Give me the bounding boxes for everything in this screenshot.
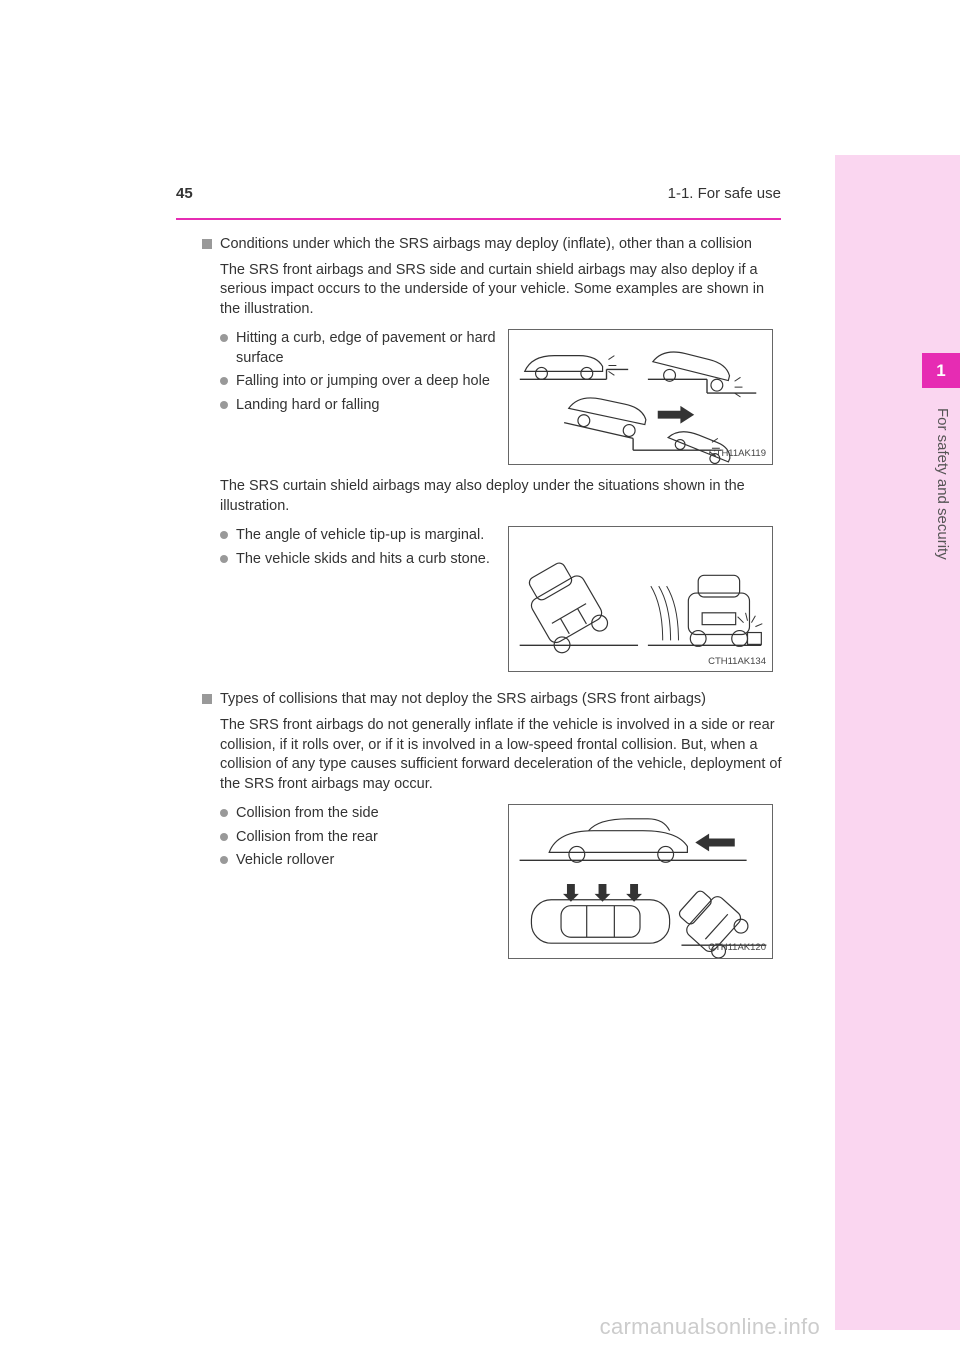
- list-item: Landing hard or falling: [220, 396, 498, 416]
- list-item: Collision from the side: [220, 804, 498, 824]
- list-item: The angle of vehicle tip-up is marginal.: [220, 526, 498, 546]
- bullet-text: The vehicle skids and hits a curb stone.: [236, 550, 490, 570]
- heading-1-text: Conditions under which the SRS airbags m…: [220, 235, 752, 255]
- block-2: The angle of vehicle tip-up is marginal.…: [202, 526, 782, 672]
- figure-1-caption: CTH11AK119: [709, 448, 766, 461]
- bullet-icon: [220, 401, 228, 409]
- bullet-icon: [220, 809, 228, 817]
- list-item: Falling into or jumping over a deep hole: [220, 372, 498, 392]
- header-rule: [176, 218, 781, 220]
- list-item: Vehicle rollover: [220, 851, 498, 871]
- bullet-icon: [220, 377, 228, 385]
- heading-2: Types of collisions that may not deploy …: [202, 690, 782, 710]
- bullet-icon: [220, 334, 228, 342]
- bullet-text: Collision from the side: [236, 804, 379, 824]
- bullet-text: Falling into or jumping over a deep hole: [236, 372, 490, 392]
- page-number: 45: [176, 185, 193, 202]
- bullet-icon: [220, 833, 228, 841]
- block-1: Hitting a curb, edge of pavement or hard…: [202, 329, 782, 465]
- bullet-icon: [220, 555, 228, 563]
- bullet-text: The angle of vehicle tip-up is marginal.: [236, 526, 484, 546]
- figure-2-caption: CTH11AK134: [708, 656, 766, 669]
- block-3: Collision from the side Collision from t…: [202, 804, 782, 959]
- page-content: Conditions under which the SRS airbags m…: [202, 235, 782, 971]
- figure-2: CTH11AK134: [508, 526, 773, 672]
- bullet-text: Vehicle rollover: [236, 851, 334, 871]
- manual-page: 1 For safety and security 45 1-1. For sa…: [0, 0, 960, 1358]
- heading-1: Conditions under which the SRS airbags m…: [202, 235, 782, 255]
- square-bullet-icon: [202, 239, 212, 249]
- block-2-bullets: The angle of vehicle tip-up is marginal.…: [202, 526, 498, 672]
- figure-1: CTH11AK119: [508, 329, 773, 465]
- bullet-icon: [220, 856, 228, 864]
- list-item: The vehicle skids and hits a curb stone.: [220, 550, 498, 570]
- section-title: 1-1. For safe use: [668, 185, 781, 202]
- paragraph-3: The SRS front airbags do not generally i…: [220, 716, 782, 794]
- heading-2-text: Types of collisions that may not deploy …: [220, 690, 706, 710]
- chapter-tab: 1: [922, 353, 960, 388]
- bullet-icon: [220, 531, 228, 539]
- paragraph-1: The SRS front airbags and SRS side and c…: [220, 261, 782, 320]
- block-1-bullets: Hitting a curb, edge of pavement or hard…: [202, 329, 498, 465]
- bullet-text: Collision from the rear: [236, 828, 378, 848]
- bullet-text: Hitting a curb, edge of pavement or hard…: [236, 329, 498, 368]
- figure-3: CTH11AK120: [508, 804, 773, 959]
- bullet-text: Landing hard or falling: [236, 396, 380, 416]
- watermark: carmanualsonline.info: [600, 1314, 820, 1340]
- page-header: 45 1-1. For safe use: [176, 185, 781, 202]
- paragraph-2: The SRS curtain shield airbags may also …: [220, 477, 782, 516]
- list-item: Hitting a curb, edge of pavement or hard…: [220, 329, 498, 368]
- chapter-side-label: For safety and security: [931, 408, 951, 658]
- sidebar-band: [835, 155, 960, 1330]
- block-3-bullets: Collision from the side Collision from t…: [202, 804, 498, 959]
- square-bullet-icon: [202, 694, 212, 704]
- figure-3-caption: CTH11AK120: [708, 942, 766, 955]
- list-item: Collision from the rear: [220, 828, 498, 848]
